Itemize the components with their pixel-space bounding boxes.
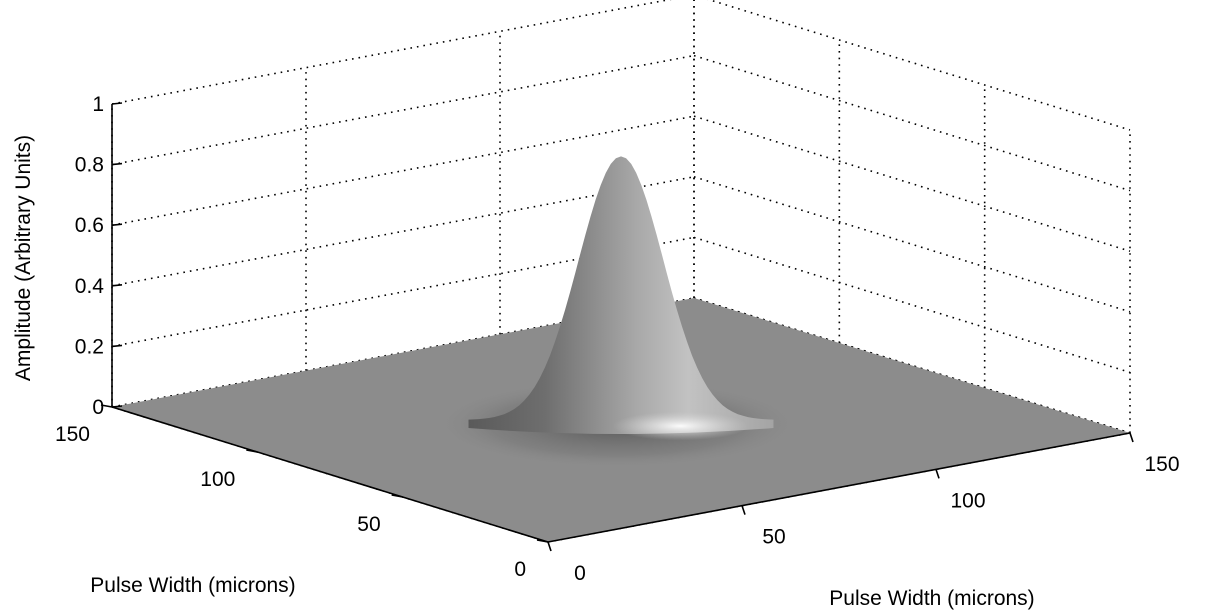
y-tick [391, 494, 403, 498]
z-tick [111, 102, 123, 105]
y-tick-label: 100 [200, 468, 235, 491]
grid-line-z-back-x [693, 115, 1131, 252]
x-tick-label: 150 [1144, 453, 1179, 476]
x-axis-title: Pulse Width (microns) [829, 587, 1034, 610]
z-tick-label: 1 [92, 93, 104, 116]
z-tick-label: 0.8 [75, 154, 104, 177]
x-tick [935, 469, 940, 479]
z-tick-label: 0.2 [75, 335, 104, 358]
z-tick [111, 284, 123, 287]
y-tick-label: 0 [514, 558, 526, 581]
z-tick-label: 0.6 [75, 214, 104, 237]
y-tick [246, 449, 258, 453]
x-tick [547, 541, 552, 552]
x-axis-line [547, 432, 1131, 543]
z-tick [111, 344, 123, 348]
grid-line-z-back-x [693, 54, 1131, 192]
y-tick [536, 539, 549, 543]
axis-layer [100, 102, 1134, 552]
x-tick [741, 505, 746, 515]
surface-peak [468, 156, 774, 434]
grid-line-z-back-y [111, 0, 672, 105]
x-tick-label: 100 [950, 489, 985, 512]
y-tick-label: 50 [357, 513, 380, 536]
grid-line-z-back-x [707, 0, 1131, 131]
y-tick-label: 150 [55, 423, 90, 446]
z-tick [111, 405, 123, 408]
z-axis-title: Amplitude (Arbitrary Units) [12, 135, 35, 381]
y-axis-title: Pulse Width (microns) [90, 574, 295, 597]
z-tick-label: 0.4 [75, 275, 105, 298]
surface-layer [112, 156, 1130, 542]
grid-line-z-back-y [111, 54, 695, 166]
z-tick [111, 223, 123, 226]
x-tick [1129, 432, 1134, 443]
surface-peak-highlight [612, 411, 749, 441]
z-tick [111, 162, 123, 166]
x-tick-label: 50 [762, 526, 785, 549]
y-tick [100, 404, 113, 408]
y-axis-line [111, 406, 549, 543]
x-tick-label: 0 [574, 562, 586, 585]
grid-line-z-back-x [693, 176, 1131, 313]
z-tick-label: 0 [92, 396, 104, 419]
